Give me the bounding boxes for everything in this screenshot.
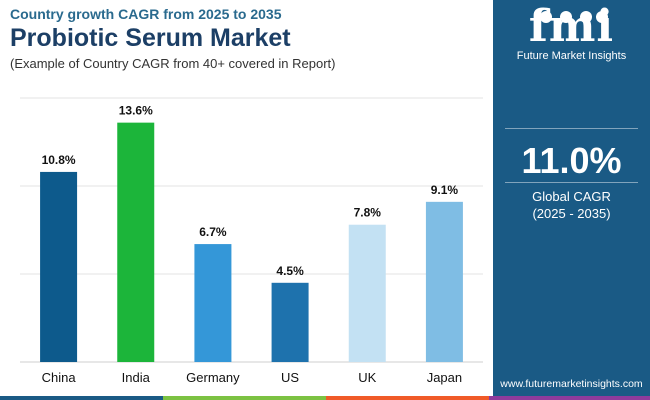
- x-tick-label: China: [42, 370, 77, 385]
- bar-india: [117, 122, 155, 362]
- bottom-bar-segment: [0, 396, 163, 400]
- data-label: 9.1%: [431, 183, 459, 197]
- data-label: 13.6%: [119, 104, 153, 118]
- x-tick-label: UK: [358, 370, 376, 385]
- bottom-bar-segment: [489, 396, 650, 400]
- chart-note: (Example of Country CAGR from 40+ covere…: [10, 56, 336, 71]
- x-tick-label: US: [281, 370, 299, 385]
- logo-wordmark: fmi: [528, 1, 615, 52]
- data-label: 10.8%: [42, 153, 76, 167]
- bottom-bar-segment: [163, 396, 326, 400]
- x-tick-label: Japan: [427, 370, 462, 385]
- bar-china: [40, 171, 78, 362]
- x-tick-label: India: [122, 370, 151, 385]
- chart-title: Probiotic Serum Market: [10, 24, 291, 52]
- logo-caption: Future Market Insights: [516, 50, 627, 62]
- website-link[interactable]: www.futuremarketinsights.com: [500, 378, 643, 390]
- side-panel: fmi Future Market Insights 11.0% Global …: [493, 0, 650, 400]
- data-label: 6.7%: [199, 225, 227, 239]
- global-cagr-label: Global CAGR: [532, 189, 611, 204]
- global-cagr-value: 11.0%: [521, 140, 622, 181]
- logo-icons: [540, 11, 608, 23]
- bottom-bar-segment: [326, 396, 489, 400]
- data-label: 4.5%: [276, 264, 304, 278]
- chart-subtitle: Country growth CAGR from 2025 to 2035: [10, 6, 282, 22]
- data-label: 7.8%: [354, 206, 382, 220]
- panel-divider-bottom: [505, 182, 638, 183]
- bar-chart: 10.8% China 13.6% India 6.7% Germany 4.5% US 7.8…: [20, 97, 483, 385]
- bar-us: [271, 282, 309, 362]
- panel-divider-top: [505, 128, 638, 129]
- global-cagr-period: (2025 - 2035): [532, 206, 611, 221]
- fmi-logo: fmi Future Market Insights: [493, 1, 650, 63]
- x-tick-label: Germany: [186, 370, 240, 385]
- bar-japan: [425, 201, 463, 362]
- bar-germany: [194, 244, 232, 362]
- bar-uk: [348, 224, 386, 362]
